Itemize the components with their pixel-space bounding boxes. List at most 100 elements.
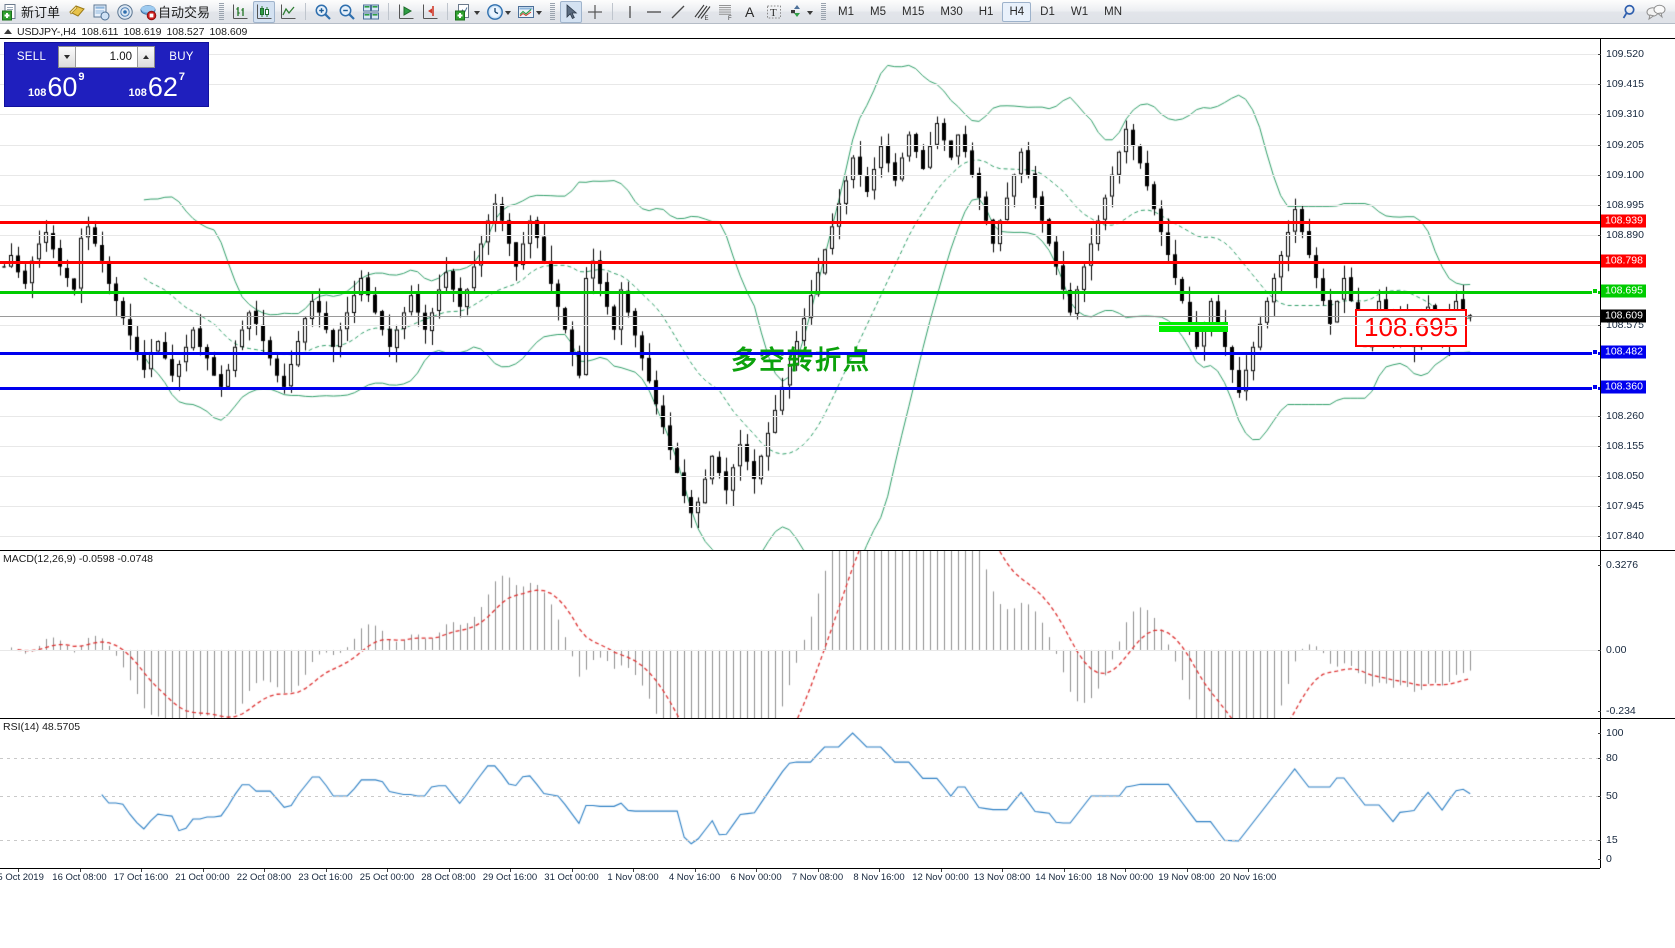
search-button[interactable] <box>1620 1 1642 23</box>
symbol-info-bar: USDJPY-,H4 108.611 108.619 108.527 108.6… <box>0 25 247 38</box>
zoom-in-button[interactable] <box>312 1 334 23</box>
time-axis[interactable]: 15 Oct 2019 16 Oct 08:00 17 Oct 16:00 21 Oc… <box>0 868 1600 888</box>
price-level-line-current[interactable] <box>0 315 1600 317</box>
price-plot-area[interactable]: 多空转折点 108.695 <box>0 39 1600 550</box>
price-level-line-resistance[interactable] <box>0 220 1600 224</box>
zoom-out-button[interactable] <box>336 1 358 23</box>
timeframe-d1[interactable]: D1 <box>1040 5 1055 18</box>
axis-tick-mark <box>1598 234 1601 236</box>
axis-tick-mark <box>1598 204 1601 206</box>
volume-stepper[interactable]: 1.00 <box>58 46 155 68</box>
price-level-label-current[interactable]: 108.609 <box>1601 309 1646 322</box>
auto-trading-icon <box>139 3 157 21</box>
buy-button[interactable]: BUY <box>169 51 194 63</box>
indicators-menu-button[interactable] <box>453 0 484 24</box>
timeframe-h4[interactable]: H4 <box>1002 1 1032 22</box>
fibonacci-tool-button[interactable]: F <box>715 1 737 23</box>
new-order-button[interactable]: 新订单 <box>0 0 65 24</box>
text-label-tool-button[interactable]: T <box>763 1 785 23</box>
price-level-label-resistance[interactable]: 108.939 <box>1601 214 1646 228</box>
buy-price-display[interactable]: 108 62 7 <box>108 71 205 102</box>
toolbar-grip-1[interactable] <box>218 2 226 21</box>
line-drag-handle[interactable] <box>1592 287 1598 294</box>
toolbar-grip-3[interactable] <box>820 2 828 21</box>
bar-chart-button[interactable] <box>229 1 251 23</box>
volume-input[interactable]: 1.00 <box>76 47 137 67</box>
horizontal-line-tool-button[interactable] <box>643 1 665 23</box>
line-drag-handle[interactable] <box>1592 348 1598 355</box>
price-callout-label[interactable]: 108.695 <box>1355 309 1467 347</box>
price-level-line-support[interactable] <box>0 351 1600 355</box>
tile-windows-icon <box>362 3 380 21</box>
volume-increment-button[interactable] <box>137 47 154 67</box>
crosshair-icon <box>586 3 604 21</box>
pivot-zone-highlight[interactable] <box>1159 322 1228 332</box>
channel-icon: E <box>693 3 711 21</box>
data-window-button[interactable] <box>90 1 112 23</box>
chart-container[interactable]: 多空转折点 108.695 109.520 109.415 109.310 109.2… <box>0 38 1675 948</box>
chevron-down-icon[interactable] <box>536 10 543 15</box>
price-level-label-support[interactable]: 108.360 <box>1601 380 1646 394</box>
ohlc-high: 108.619 <box>123 25 162 38</box>
axis-tick-mark <box>817 869 819 872</box>
macd-pane[interactable]: MACD(12,26,9) -0.0598 -0.0748 0.3276 0.00… <box>0 550 1675 718</box>
timeframe-mn[interactable]: MN <box>1104 5 1122 18</box>
macd-indicator-label[interactable]: MACD(12,26,9) -0.0598 -0.0748 <box>3 553 153 565</box>
timeframe-m30[interactable]: M30 <box>940 5 963 18</box>
rsi-plot-area[interactable]: RSI(14) 48.5705 <box>0 719 1600 868</box>
rsi-axis[interactable]: 100 80 50 15 0 <box>1598 719 1675 868</box>
timeframe-m5[interactable]: M5 <box>870 5 886 18</box>
cursor-tool-button[interactable] <box>560 0 583 23</box>
macd-axis[interactable]: 0.3276 0.00 -0.234 <box>1598 551 1675 718</box>
expert-advisors-button[interactable] <box>66 1 88 23</box>
chat-button[interactable] <box>1644 1 1666 23</box>
chevron-down-icon[interactable] <box>505 10 512 15</box>
rsi-pane[interactable]: RSI(14) 48.5705 100 80 50 15 0 <box>0 718 1675 868</box>
price-pane[interactable]: 多空转折点 108.695 109.520 109.415 109.310 109.2… <box>0 38 1675 550</box>
data-window-icon <box>92 3 110 21</box>
chevron-down-icon[interactable] <box>474 10 481 15</box>
vertical-line-tool-button[interactable] <box>619 1 641 23</box>
timeframe-w1[interactable]: W1 <box>1070 5 1089 18</box>
rsi-indicator-label[interactable]: RSI(14) 48.5705 <box>3 721 81 733</box>
trendline-tool-button[interactable] <box>667 1 689 23</box>
sell-price-display[interactable]: 108 60 9 <box>8 71 105 102</box>
horizontal-line-icon <box>645 3 663 21</box>
objects-menu-button[interactable] <box>786 0 817 24</box>
period-menu-button[interactable] <box>484 0 515 24</box>
price-level-line-pivot[interactable] <box>0 290 1600 294</box>
price-gridline <box>0 536 1600 538</box>
auto-scroll-button[interactable] <box>395 1 417 23</box>
price-level-label-pivot[interactable]: 108.695 <box>1601 284 1646 298</box>
one-click-trading-panel[interactable]: SELL 1.00 BUY 108 60 9 108 62 7 <box>4 42 209 107</box>
templates-menu-button[interactable] <box>515 0 546 24</box>
price-level-line-resistance[interactable] <box>0 261 1600 265</box>
sell-button[interactable]: SELL <box>16 51 47 63</box>
chart-shift-button[interactable] <box>419 1 441 23</box>
price-level-label-support[interactable]: 108.482 <box>1601 345 1646 359</box>
macd-plot-area[interactable]: MACD(12,26,9) -0.0598 -0.0748 <box>0 551 1600 718</box>
axis-tick-mark <box>1598 475 1601 477</box>
axis-tick-mark <box>1598 505 1601 507</box>
collapse-triangle-icon[interactable] <box>4 29 12 34</box>
chevron-down-icon[interactable] <box>807 10 814 15</box>
equidistant-channel-tool-button[interactable]: E <box>691 1 713 23</box>
turning-point-annotation[interactable]: 多空转折点 <box>731 345 872 375</box>
tile-windows-button[interactable] <box>360 1 382 23</box>
toolbar-grip-2[interactable] <box>549 2 557 21</box>
price-level-line-support[interactable] <box>0 386 1600 390</box>
line-chart-button[interactable] <box>277 1 299 23</box>
navigator-button[interactable] <box>114 1 136 23</box>
price-level-label-resistance[interactable]: 108.798 <box>1601 254 1646 268</box>
timeframe-m15[interactable]: M15 <box>902 5 925 18</box>
candlestick-chart-button[interactable] <box>253 0 276 23</box>
crosshair-tool-button[interactable] <box>584 1 606 23</box>
text-tool-button[interactable]: A <box>739 1 761 23</box>
price-axis[interactable]: 109.520 109.415 109.310 109.205 109.100 108.9… <box>1598 39 1675 550</box>
timeframe-m1[interactable]: M1 <box>838 5 855 18</box>
volume-decrement-button[interactable] <box>59 47 76 67</box>
timeframe-h1[interactable]: H1 <box>978 5 994 18</box>
auto-trading-button[interactable]: 自动交易 <box>137 0 215 24</box>
clock-icon <box>486 3 504 21</box>
line-drag-handle[interactable] <box>1592 383 1598 390</box>
